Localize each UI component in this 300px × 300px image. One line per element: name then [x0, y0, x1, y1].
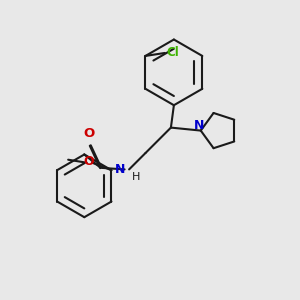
- Text: Cl: Cl: [166, 46, 179, 59]
- Text: O: O: [83, 127, 94, 140]
- Text: H: H: [131, 172, 140, 182]
- Text: N: N: [194, 119, 205, 132]
- Text: N: N: [115, 163, 125, 176]
- Text: O: O: [84, 155, 94, 168]
